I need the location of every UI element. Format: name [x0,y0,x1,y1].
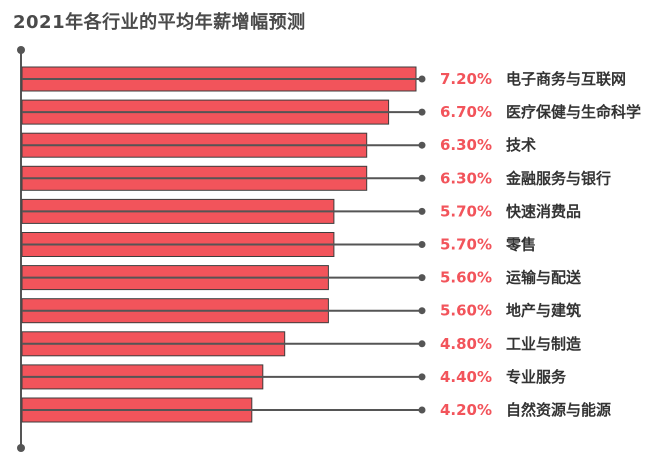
value-label: 6.30% [440,169,492,187]
bar-row: 7.20% 电子商务与互联网 [21,66,626,92]
category-label: 医疗保健与生命科学 [506,103,641,121]
leader-dot [418,207,426,215]
leader-dot [418,406,426,414]
category-label: 专业服务 [506,368,567,386]
value-label: 6.30% [440,136,492,154]
leader-dot [418,274,426,282]
value-label: 4.40% [440,368,492,386]
value-label: 4.20% [440,401,492,419]
axis-top-dot [17,46,25,54]
leader-dot [418,75,426,83]
category-label: 快速消费品 [506,202,581,220]
category-label: 零售 [505,236,536,254]
value-label: 7.20% [440,70,492,88]
value-label: 6.70% [440,103,492,121]
bar-row: 5.60% 地产与建筑 [21,298,581,324]
leader-dot [418,174,426,182]
category-label: 工业与制造 [506,335,581,353]
bar-row: 4.20% 自然资源与能源 [21,397,611,423]
leader-dot [418,141,426,149]
category-label: 电子商务与互联网 [506,70,626,88]
chart-title: 2021年各行业的平均年薪增幅预测 [13,12,306,33]
leader-dot [418,307,426,315]
bar-row: 4.80% 工业与制造 [21,331,581,357]
leader-dot [418,340,426,348]
value-label: 5.70% [440,236,492,254]
bar-row: 5.70% 零售 [21,232,536,257]
bar-row: 5.60% 运输与配送 [21,265,582,291]
bar-row: 5.70% 快速消费品 [21,198,581,224]
category-label: 金融服务与银行 [505,169,611,187]
leader-dot [418,373,426,381]
value-label: 4.80% [440,335,492,353]
leader-dot [418,108,426,116]
category-label: 自然资源与能源 [506,401,611,419]
value-label: 5.60% [440,269,492,287]
leader-dot [418,241,426,248]
bar-row: 6.70% 医疗保健与生命科学 [21,99,641,125]
category-label: 技术 [506,136,536,154]
bar-row: 4.40% 专业服务 [21,364,567,390]
category-label: 地产与建筑 [506,302,581,320]
category-label: 运输与配送 [506,269,582,287]
bar-row: 6.30% 金融服务与银行 [21,165,611,191]
value-label: 5.70% [440,202,492,220]
bar-row: 6.30% 技术 [21,132,536,158]
value-label: 5.60% [440,302,492,320]
axis-bottom-dot [17,444,25,452]
